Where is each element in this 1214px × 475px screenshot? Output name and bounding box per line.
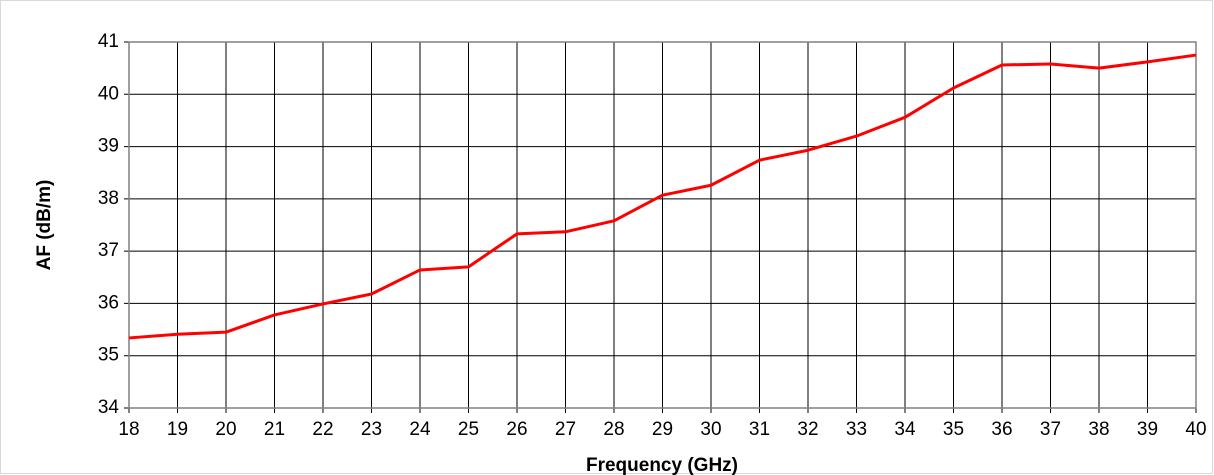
x-tick-label: 30 <box>700 419 721 440</box>
y-tick-label: 39 <box>98 136 119 157</box>
x-tick-label: 25 <box>458 419 479 440</box>
x-tick-label: 32 <box>797 419 818 440</box>
x-tick-label: 40 <box>1185 419 1206 440</box>
data-line <box>128 53 1197 340</box>
x-tick-label: 31 <box>749 419 770 440</box>
x-tick-label: 26 <box>506 419 527 440</box>
x-tick-label: 23 <box>361 419 382 440</box>
x-tick-label: 24 <box>409 419 431 440</box>
x-tick-label: 29 <box>652 419 673 440</box>
plot-border <box>128 41 1197 409</box>
x-tick-label: 37 <box>1040 419 1061 440</box>
x-tick-label: 39 <box>1137 419 1158 440</box>
x-tick-label: 33 <box>846 419 867 440</box>
y-tick-label: 41 <box>98 31 119 52</box>
y-tick-label: 38 <box>98 188 119 209</box>
y-axis-label: AF (dB/m) <box>34 180 55 271</box>
y-tick-label: 36 <box>98 292 119 313</box>
x-tick-label: 36 <box>991 419 1012 440</box>
x-tick-label: 38 <box>1088 419 1109 440</box>
x-tick-label: 22 <box>312 419 333 440</box>
x-tick-label: 27 <box>555 419 576 440</box>
x-tick-label: 18 <box>118 419 139 440</box>
x-tick-label: 28 <box>603 419 624 440</box>
x-tick-label: 34 <box>894 419 916 440</box>
y-tick-label: 40 <box>98 83 119 104</box>
y-tick-label: 34 <box>98 397 120 418</box>
x-tick-label: 21 <box>264 419 285 440</box>
x-tick-label: 19 <box>167 419 188 440</box>
x-axis-label: Frequency (GHz) <box>586 455 738 475</box>
y-tick-label: 35 <box>98 345 119 366</box>
x-tick-label: 35 <box>943 419 964 440</box>
y-tick-label: 37 <box>98 240 119 261</box>
x-tick-label: 20 <box>215 419 236 440</box>
